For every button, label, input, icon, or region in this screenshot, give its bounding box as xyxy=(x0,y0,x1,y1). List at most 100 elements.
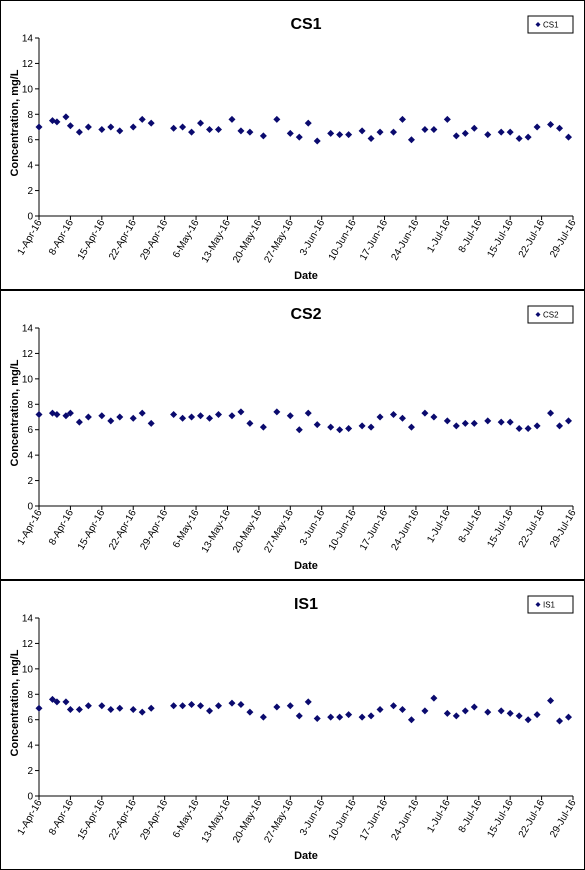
data-point xyxy=(35,410,43,418)
data-point xyxy=(556,717,564,725)
data-point xyxy=(197,119,205,127)
x-tick-label: 15-Jul-16 xyxy=(485,798,516,840)
data-point xyxy=(367,423,375,431)
data-point xyxy=(53,698,61,706)
data-point xyxy=(304,119,312,127)
data-point xyxy=(484,131,492,139)
y-tick-label: 14 xyxy=(22,324,34,335)
y-tick-label: 0 xyxy=(27,792,33,803)
data-point xyxy=(35,123,43,131)
data-point xyxy=(345,424,353,432)
data-point xyxy=(430,413,438,421)
y-tick-label: 10 xyxy=(22,664,34,675)
legend-box xyxy=(527,595,574,614)
x-tick-label: 8-Apr-16 xyxy=(47,798,76,838)
x-tick-label: 24-Jun-16 xyxy=(389,218,421,263)
data-point xyxy=(188,128,196,136)
data-point xyxy=(66,409,74,417)
data-point xyxy=(358,127,366,135)
data-point xyxy=(147,704,155,712)
data-point xyxy=(273,115,281,123)
data-point xyxy=(430,694,438,702)
data-point xyxy=(214,126,222,134)
data-point xyxy=(179,123,187,131)
y-tick-label: 2 xyxy=(27,476,33,487)
data-point xyxy=(246,419,254,427)
data-point xyxy=(390,128,398,136)
y-tick-label: 2 xyxy=(27,766,33,777)
data-point xyxy=(62,113,70,121)
data-point xyxy=(206,126,214,134)
data-point xyxy=(273,408,281,416)
data-point xyxy=(286,412,294,420)
data-point xyxy=(228,699,236,707)
data-point xyxy=(107,706,115,714)
data-point xyxy=(259,132,267,140)
data-point xyxy=(327,423,335,431)
y-tick-label: 12 xyxy=(22,59,34,70)
data-point xyxy=(470,703,478,711)
data-point xyxy=(533,123,541,131)
y-axis-title: Concentration, mg/L xyxy=(9,359,21,466)
data-point xyxy=(259,713,267,721)
x-tick-label: 27-May-16 xyxy=(262,798,296,845)
x-tick-label: 17-Jun-16 xyxy=(358,508,390,553)
data-point xyxy=(98,126,106,134)
data-point xyxy=(147,419,155,427)
data-point xyxy=(452,712,460,720)
data-point xyxy=(547,409,555,417)
data-point xyxy=(515,134,523,142)
data-point xyxy=(304,698,312,706)
data-point xyxy=(345,711,353,719)
data-point xyxy=(286,702,294,710)
data-point xyxy=(556,422,564,430)
data-point xyxy=(376,706,384,714)
data-point xyxy=(376,413,384,421)
x-tick-label: 15-Apr-16 xyxy=(76,508,108,552)
x-tick-label: 8-Jul-16 xyxy=(457,508,485,545)
x-tick-label: 29-Jul-16 xyxy=(548,508,579,550)
data-point xyxy=(533,422,541,430)
x-tick-label: 27-May-16 xyxy=(262,508,296,555)
x-tick-label: 22-Apr-16 xyxy=(107,508,139,552)
data-point xyxy=(390,410,398,418)
x-tick-label: 1-Apr-16 xyxy=(16,508,45,548)
data-point xyxy=(443,115,451,123)
x-tick-label: 29-Jul-16 xyxy=(548,218,579,260)
data-point xyxy=(259,423,267,431)
x-tick-label: 1-Jul-16 xyxy=(425,218,453,255)
data-point xyxy=(443,417,451,425)
data-point xyxy=(398,414,406,422)
data-point xyxy=(237,127,245,135)
data-point xyxy=(116,413,124,421)
data-point xyxy=(179,702,187,710)
x-axis-title: Date xyxy=(294,850,318,862)
legend-marker xyxy=(535,312,541,317)
data-point xyxy=(336,426,344,434)
x-tick-label: 27-May-16 xyxy=(262,218,296,265)
x-tick-label: 29-Apr-16 xyxy=(138,508,170,552)
data-point xyxy=(98,412,106,420)
data-point xyxy=(484,417,492,425)
data-point xyxy=(98,702,106,710)
data-point xyxy=(421,126,429,134)
x-tick-label: 22-Apr-16 xyxy=(107,798,139,842)
data-point xyxy=(358,422,366,430)
data-point xyxy=(273,703,281,711)
x-tick-label: 10-Jun-16 xyxy=(327,508,359,553)
data-point xyxy=(286,129,294,137)
data-point xyxy=(497,418,505,426)
y-axis-title: Concentration, mg/L xyxy=(9,649,21,756)
data-point xyxy=(246,128,254,136)
x-tick-label: 3-Jun-16 xyxy=(298,508,327,548)
data-point xyxy=(138,409,146,417)
x-tick-label: 20-May-16 xyxy=(231,218,265,265)
data-point xyxy=(497,707,505,715)
x-tick-label: 1-Jul-16 xyxy=(425,508,453,545)
data-point xyxy=(66,122,74,130)
x-tick-label: 6-May-16 xyxy=(171,798,202,840)
data-point xyxy=(533,711,541,719)
data-point xyxy=(107,417,115,425)
